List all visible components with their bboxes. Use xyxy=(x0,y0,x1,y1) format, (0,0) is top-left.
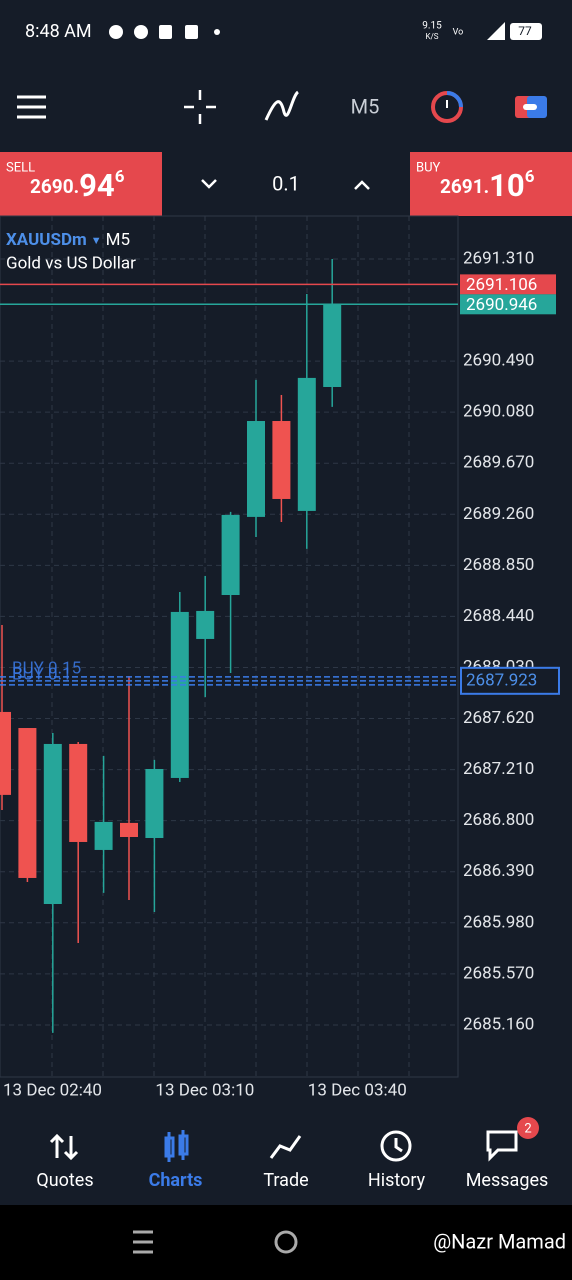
indicators-button[interactable] xyxy=(264,90,300,121)
candle-body xyxy=(247,421,265,517)
buy-button[interactable] xyxy=(410,152,572,216)
candle-body xyxy=(196,610,215,639)
nav-icons xyxy=(49,1130,518,1162)
timeframe-button[interactable]: M5 xyxy=(351,94,380,118)
y-tick-label: 2685.980 xyxy=(463,912,534,932)
price-label-box xyxy=(460,294,556,315)
candle-body xyxy=(272,421,291,499)
y-tick-label: 2689.260 xyxy=(463,504,534,524)
symbol-dropdown[interactable]: ▼ xyxy=(91,234,102,247)
y-tick-label: 2688.850 xyxy=(463,555,534,575)
volume-up[interactable] xyxy=(354,180,370,190)
candle-body xyxy=(323,304,342,388)
price-label-box xyxy=(460,274,556,295)
buy-price: 2691.106 xyxy=(440,167,535,204)
net-speed: 9.15 xyxy=(422,21,442,32)
objects-button[interactable] xyxy=(431,91,463,123)
volte-icon: Vo xyxy=(453,27,464,37)
volume-panel xyxy=(162,152,410,216)
buy-price-big: 10 xyxy=(489,167,525,204)
candle-body xyxy=(297,377,316,511)
chart-area xyxy=(0,215,459,1078)
sell-label: SELL xyxy=(6,160,35,175)
chart-header: XAUUSDm ▼ M5 xyxy=(6,230,130,250)
sell-price-sup: 6 xyxy=(115,167,125,187)
volume-value[interactable]: 0.1 xyxy=(272,171,300,195)
battery-level: 77 xyxy=(518,24,532,38)
chart-description: Gold vs US Dollar xyxy=(6,253,136,273)
nav-tab-label[interactable]: Messages xyxy=(466,1170,549,1191)
system-buttons[interactable] xyxy=(133,1230,298,1254)
bottom-nav xyxy=(0,1105,572,1205)
candle-body xyxy=(221,514,240,595)
messages-badge-count: 2 xyxy=(524,1121,531,1136)
crosshair-button[interactable] xyxy=(184,90,216,124)
system-nav xyxy=(0,1205,572,1280)
y-tick-label: 2689.670 xyxy=(463,453,534,473)
watermark: @Nazr Mamad xyxy=(433,1229,566,1253)
y-tick-label: 2687.210 xyxy=(463,759,534,779)
candle-body xyxy=(170,611,189,778)
trade-button[interactable] xyxy=(515,96,547,118)
price-label: 2687.923 xyxy=(466,670,537,690)
candle-body xyxy=(69,743,88,842)
symbol: XAUUSDm xyxy=(6,230,87,250)
battery xyxy=(510,23,542,40)
status-time: 8:48 AM xyxy=(25,21,92,42)
x-tick-label: 13 Dec 03:40 xyxy=(308,1080,407,1100)
status-icons xyxy=(109,22,505,40)
chart: 2691.310 2690.490 2690.080 2689.670 2689.260… xyxy=(0,216,560,1077)
nav-tab-label[interactable]: Trade xyxy=(263,1170,308,1191)
y-tick-label: 2687.620 xyxy=(463,708,534,728)
sell-button[interactable] xyxy=(0,152,162,216)
menu-button[interactable] xyxy=(17,95,46,119)
y-tick-label: 2685.160 xyxy=(463,1014,534,1034)
buy-price-prefix: 2691. xyxy=(440,175,489,198)
sell-price: 2690.946 xyxy=(30,167,125,204)
y-tick-label: 2686.390 xyxy=(463,861,534,881)
price-label: 2691.106 xyxy=(466,275,537,295)
nav-tab-label[interactable]: Charts xyxy=(149,1170,203,1191)
candle-body xyxy=(0,711,11,795)
candle-body xyxy=(94,821,113,850)
sell-price-big: 94 xyxy=(79,167,115,204)
y-tick-label: 2686.800 xyxy=(463,810,534,830)
x-tick-label: 13 Dec 03:10 xyxy=(155,1080,254,1100)
messages-badge xyxy=(517,1117,539,1139)
x-tick-label: 13 Dec 02:40 xyxy=(3,1080,102,1100)
candle-body xyxy=(145,768,164,838)
candle-body xyxy=(18,728,37,878)
position-label: BUY 0.1 xyxy=(12,664,72,684)
price-label: 2690.946 xyxy=(466,295,537,315)
nav-tab-label[interactable]: History xyxy=(368,1170,426,1191)
candle-body xyxy=(43,743,62,905)
nav-tab-label[interactable]: Quotes xyxy=(36,1170,93,1191)
chart-timeframe: M5 xyxy=(106,230,130,250)
price-label-box xyxy=(460,666,560,695)
volume-down[interactable] xyxy=(201,179,217,189)
net-unit: K/S xyxy=(425,32,438,41)
buy-label: BUY xyxy=(416,160,441,175)
position-label: BUY 0.15 xyxy=(12,658,81,678)
y-tick-label: 2685.570 xyxy=(463,963,534,983)
y-tick-label: 2691.310 xyxy=(463,248,534,268)
y-tick-label: 2690.490 xyxy=(463,351,534,371)
candle-body xyxy=(120,822,138,837)
y-tick-label: 2688.440 xyxy=(463,606,534,626)
sell-price-prefix: 2690. xyxy=(30,175,79,198)
y-tick-label: 2690.080 xyxy=(463,402,534,422)
buy-price-sup: 6 xyxy=(525,167,535,187)
